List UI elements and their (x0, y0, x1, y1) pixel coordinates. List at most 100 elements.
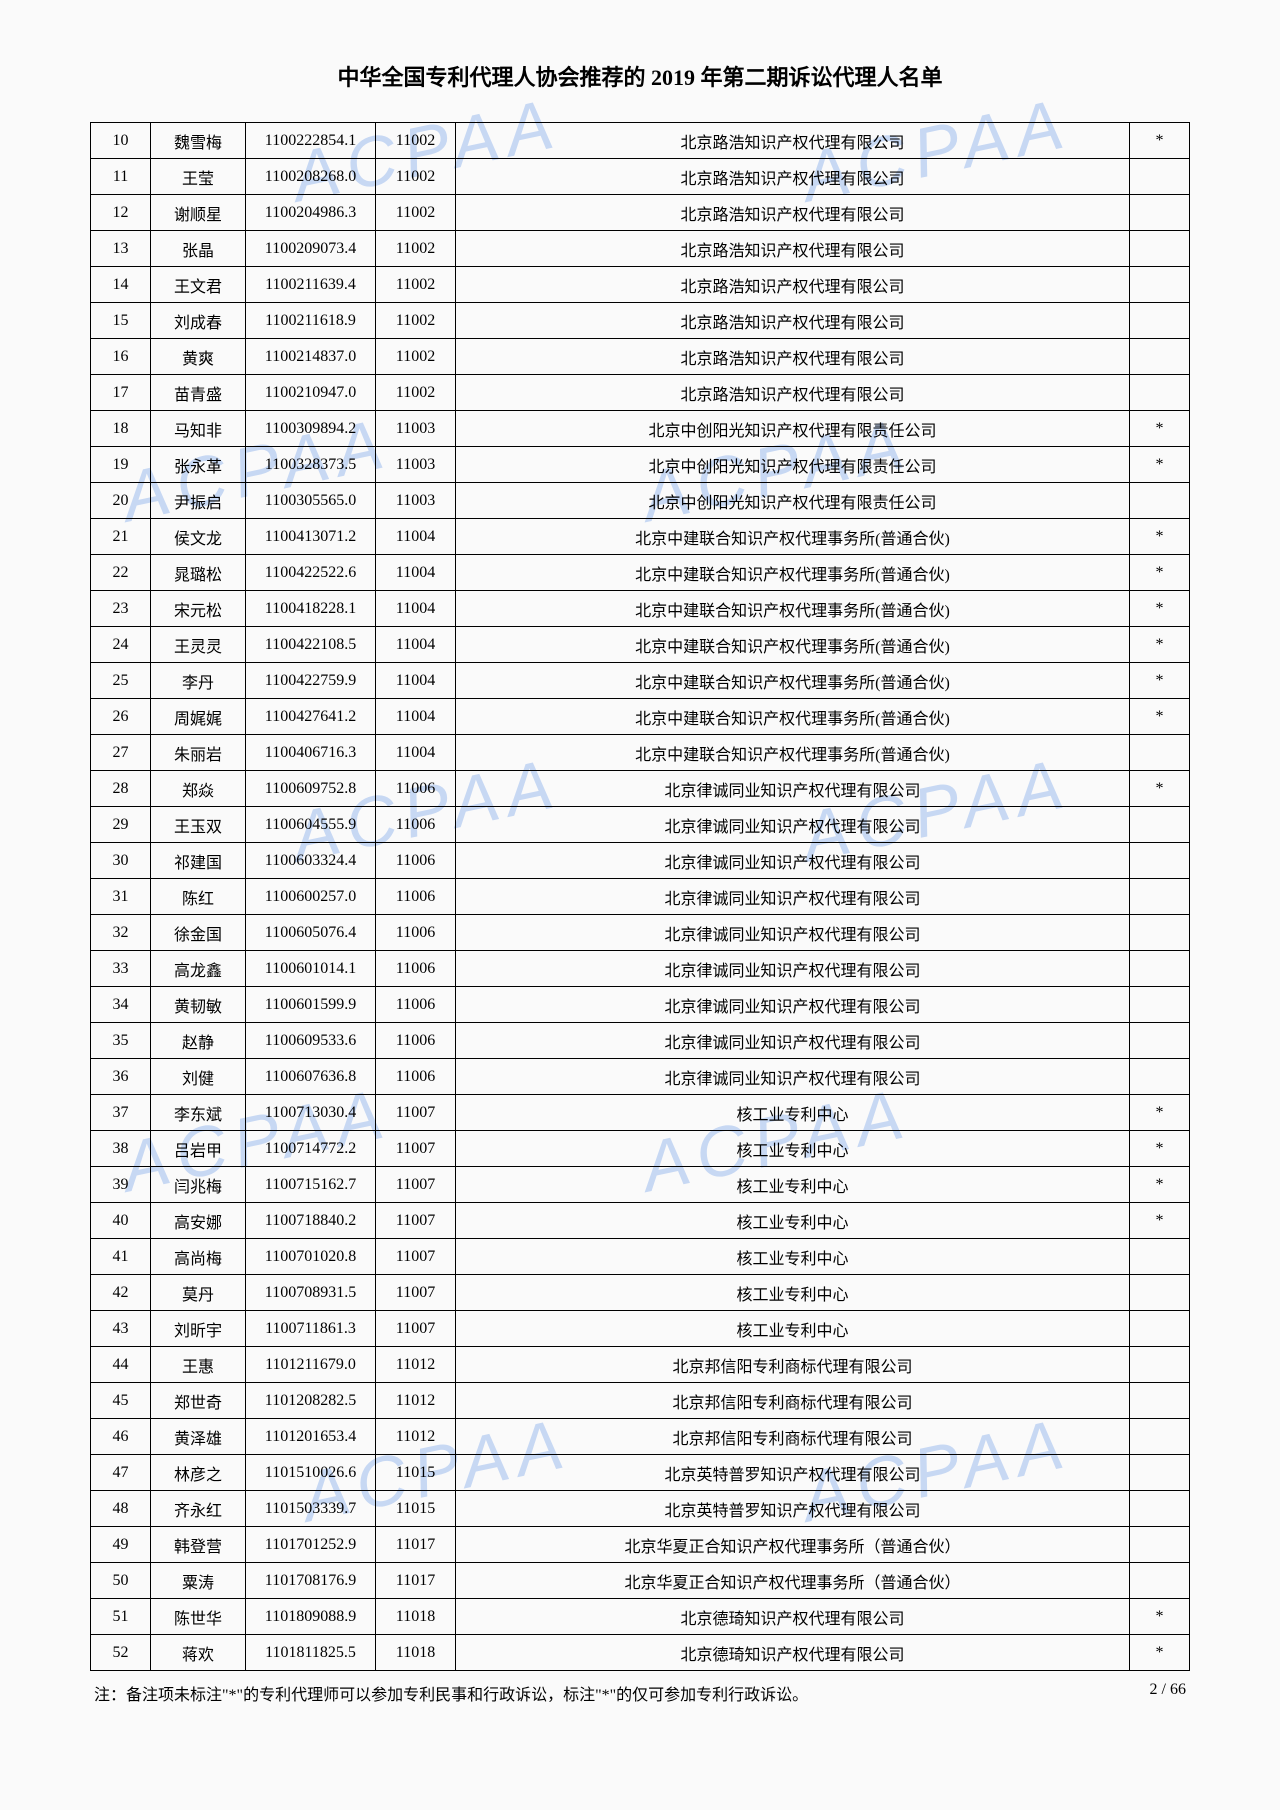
cell (1130, 1311, 1190, 1347)
cell (1130, 1563, 1190, 1599)
table-row: 47林彦之1101510026.611015北京英特普罗知识产权代理有限公司 (91, 1455, 1190, 1491)
cell: 11007 (376, 1203, 456, 1239)
cell: 1100418228.1 (246, 591, 376, 627)
table-row: 37李东斌1100713030.411007核工业专利中心* (91, 1095, 1190, 1131)
cell: 52 (91, 1635, 151, 1671)
cell: 黄泽雄 (151, 1419, 246, 1455)
cell: 北京中建联合知识产权代理事务所(普通合伙) (456, 591, 1130, 627)
cell: 1100708931.5 (246, 1275, 376, 1311)
cell: 王灵灵 (151, 627, 246, 663)
cell: 刘成春 (151, 303, 246, 339)
cell: 北京中建联合知识产权代理事务所(普通合伙) (456, 663, 1130, 699)
cell: * (1130, 411, 1190, 447)
cell (1130, 987, 1190, 1023)
cell: 11002 (376, 267, 456, 303)
cell (1130, 267, 1190, 303)
table-row: 22晁璐松1100422522.611004北京中建联合知识产权代理事务所(普通… (91, 555, 1190, 591)
cell: 1100427641.2 (246, 699, 376, 735)
cell: 北京中建联合知识产权代理事务所(普通合伙) (456, 699, 1130, 735)
cell: * (1130, 663, 1190, 699)
cell (1130, 1455, 1190, 1491)
cell: 11015 (376, 1491, 456, 1527)
cell: 1101701252.9 (246, 1527, 376, 1563)
cell (1130, 879, 1190, 915)
cell: 16 (91, 339, 151, 375)
cell: 11017 (376, 1563, 456, 1599)
cell: 王惠 (151, 1347, 246, 1383)
cell (1130, 1347, 1190, 1383)
cell: 11012 (376, 1419, 456, 1455)
cell (1130, 735, 1190, 771)
cell: 1100605076.4 (246, 915, 376, 951)
cell: 1100601599.9 (246, 987, 376, 1023)
cell: 刘健 (151, 1059, 246, 1095)
cell: 11007 (376, 1167, 456, 1203)
cell: 11004 (376, 627, 456, 663)
table-row: 18马知非1100309894.211003北京中创阳光知识产权代理有限责任公司… (91, 411, 1190, 447)
cell: 周娓娓 (151, 699, 246, 735)
cell: 1100422759.9 (246, 663, 376, 699)
cell: * (1130, 1203, 1190, 1239)
table-row: 35赵静1100609533.611006北京律诚同业知识产权代理有限公司 (91, 1023, 1190, 1059)
cell: 31 (91, 879, 151, 915)
cell (1130, 1023, 1190, 1059)
cell: 36 (91, 1059, 151, 1095)
cell: 39 (91, 1167, 151, 1203)
cell: 37 (91, 1095, 151, 1131)
cell: 11004 (376, 735, 456, 771)
cell: 李丹 (151, 663, 246, 699)
cell: 22 (91, 555, 151, 591)
cell: 25 (91, 663, 151, 699)
cell: 1100711861.3 (246, 1311, 376, 1347)
cell: 1100607636.8 (246, 1059, 376, 1095)
cell: 北京路浩知识产权代理有限公司 (456, 159, 1130, 195)
cell: 30 (91, 843, 151, 879)
cell: 北京中建联合知识产权代理事务所(普通合伙) (456, 555, 1130, 591)
cell: 北京律诚同业知识产权代理有限公司 (456, 1059, 1130, 1095)
cell: 11002 (376, 303, 456, 339)
cell (1130, 1383, 1190, 1419)
cell: 11015 (376, 1455, 456, 1491)
cell: * (1130, 555, 1190, 591)
cell: 1100222854.1 (246, 123, 376, 159)
cell: 张永革 (151, 447, 246, 483)
cell: 49 (91, 1527, 151, 1563)
cell (1130, 483, 1190, 519)
cell (1130, 807, 1190, 843)
cell: 27 (91, 735, 151, 771)
cell: 北京路浩知识产权代理有限公司 (456, 375, 1130, 411)
cell: * (1130, 1095, 1190, 1131)
cell: 11002 (376, 375, 456, 411)
cell (1130, 303, 1190, 339)
cell (1130, 1491, 1190, 1527)
cell: 陈红 (151, 879, 246, 915)
cell: 11002 (376, 195, 456, 231)
table-row: 52蒋欢1101811825.511018北京德琦知识产权代理有限公司* (91, 1635, 1190, 1671)
cell: 11006 (376, 807, 456, 843)
cell: 核工业专利中心 (456, 1131, 1130, 1167)
table-row: 51陈世华1101809088.911018北京德琦知识产权代理有限公司* (91, 1599, 1190, 1635)
table-row: 41高尚梅1100701020.811007核工业专利中心 (91, 1239, 1190, 1275)
cell: 10 (91, 123, 151, 159)
cell: 48 (91, 1491, 151, 1527)
table-row: 14王文君1100211639.411002北京路浩知识产权代理有限公司 (91, 267, 1190, 303)
cell: 核工业专利中心 (456, 1167, 1130, 1203)
cell: 宋元松 (151, 591, 246, 627)
cell: 王玉双 (151, 807, 246, 843)
table-row: 39闫兆梅1100715162.711007核工业专利中心* (91, 1167, 1190, 1203)
cell: 吕岩甲 (151, 1131, 246, 1167)
cell: 1100209073.4 (246, 231, 376, 267)
cell: * (1130, 1167, 1190, 1203)
cell: 1100715162.7 (246, 1167, 376, 1203)
cell (1130, 231, 1190, 267)
page-number: 2 / 66 (1150, 1681, 1186, 1705)
cell: 43 (91, 1311, 151, 1347)
cell: 1100604555.9 (246, 807, 376, 843)
cell: * (1130, 627, 1190, 663)
cell (1130, 375, 1190, 411)
cell: 47 (91, 1455, 151, 1491)
cell: 11004 (376, 663, 456, 699)
cell: 11012 (376, 1347, 456, 1383)
cell: 1100211639.4 (246, 267, 376, 303)
cell: 35 (91, 1023, 151, 1059)
